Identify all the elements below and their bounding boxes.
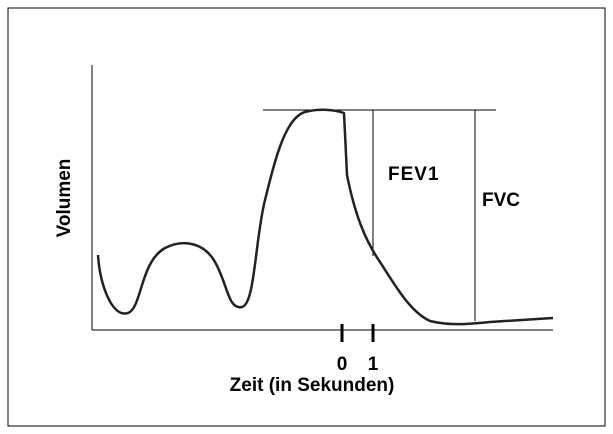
x-axis-label: Zeit (in Sekunden) [230,375,395,396]
y-axis-label: Volumen [54,159,75,238]
x-tick-label: 1 [368,354,379,375]
x-tick-label: 0 [337,354,348,375]
frame [7,7,606,427]
fev1-label: FEV1 [388,164,440,185]
volume-curve [96,108,554,326]
fvc-label: FVC [482,190,520,211]
